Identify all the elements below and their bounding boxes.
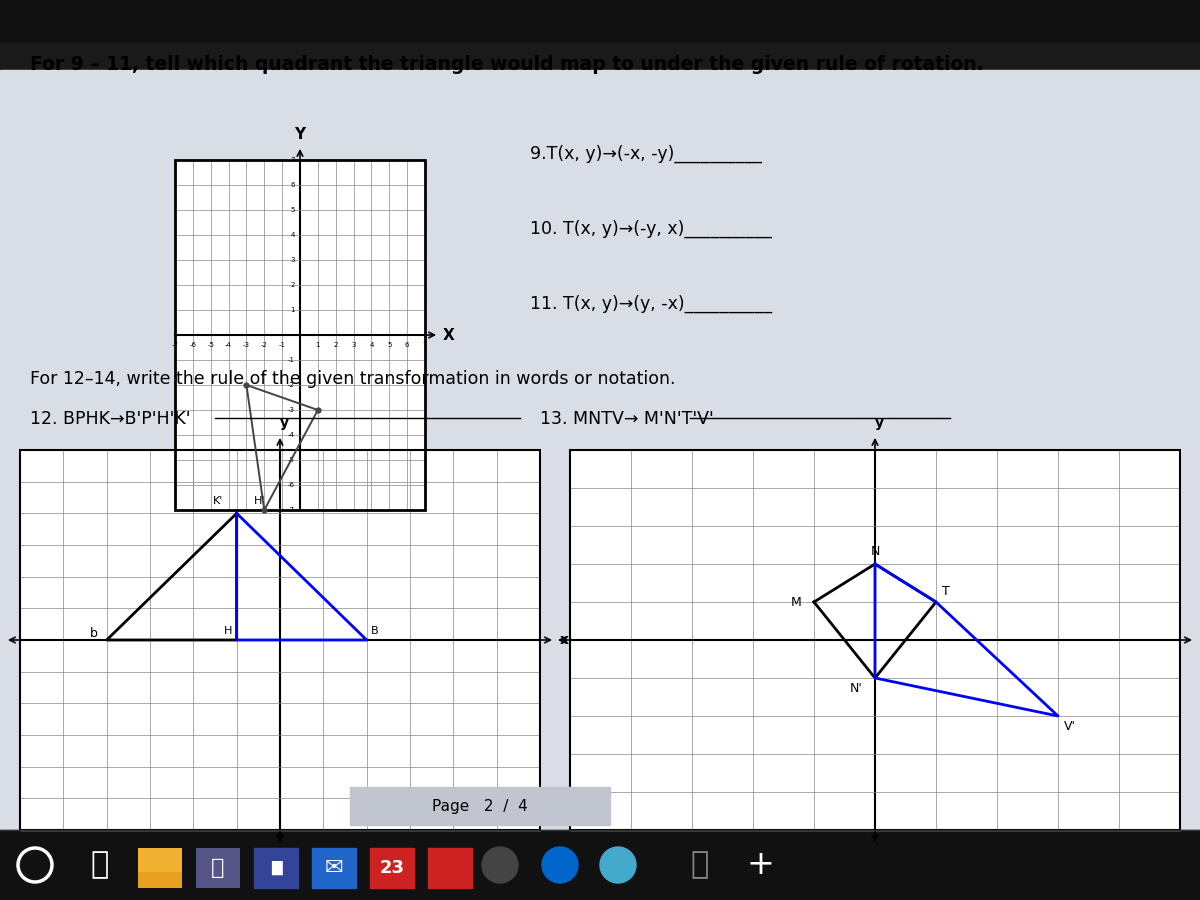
Text: ⌖: ⌖ bbox=[91, 850, 109, 879]
Text: +: + bbox=[746, 849, 774, 881]
Text: Page   2  /  4: Page 2 / 4 bbox=[432, 798, 528, 814]
Bar bbox=[138, 848, 182, 888]
Bar bbox=[175, 160, 425, 510]
Text: ⌕: ⌕ bbox=[691, 850, 709, 879]
Text: y: y bbox=[280, 416, 288, 430]
Text: -7: -7 bbox=[172, 342, 179, 348]
Text: B: B bbox=[371, 626, 379, 635]
Text: -2: -2 bbox=[288, 382, 295, 388]
Text: 3: 3 bbox=[352, 342, 356, 348]
Text: x: x bbox=[560, 633, 569, 647]
Text: T: T bbox=[942, 585, 950, 598]
Text: 4: 4 bbox=[290, 232, 295, 238]
Bar bbox=[570, 450, 1180, 830]
Text: 7: 7 bbox=[422, 342, 427, 348]
Text: -5: -5 bbox=[288, 457, 295, 463]
Text: b: b bbox=[90, 626, 98, 640]
Text: █: █ bbox=[271, 861, 281, 875]
Text: 1: 1 bbox=[290, 307, 295, 313]
Text: 4: 4 bbox=[370, 342, 373, 348]
Text: 9.T(x, y)→(-x, -y)__________: 9.T(x, y)→(-x, -y)__________ bbox=[530, 145, 762, 163]
Text: -2: -2 bbox=[260, 342, 268, 348]
Bar bbox=[138, 848, 182, 872]
Text: y: y bbox=[875, 416, 883, 430]
Text: -6: -6 bbox=[190, 342, 197, 348]
Text: -4: -4 bbox=[288, 432, 295, 438]
Bar bbox=[570, 450, 1180, 830]
Text: -3: -3 bbox=[288, 407, 295, 413]
Bar bbox=[0, 830, 1200, 900]
Bar bbox=[370, 848, 414, 888]
Text: -3: -3 bbox=[242, 342, 250, 348]
Text: Y: Y bbox=[294, 127, 306, 142]
Text: 🔒: 🔒 bbox=[211, 858, 224, 878]
Text: -4: -4 bbox=[226, 342, 232, 348]
Bar bbox=[196, 848, 240, 888]
Text: N: N bbox=[870, 545, 880, 558]
Bar bbox=[0, 70, 1200, 830]
Text: 12. BPHK→B'P'H'K': 12. BPHK→B'P'H'K' bbox=[30, 410, 191, 428]
Text: ✉: ✉ bbox=[325, 858, 343, 878]
Text: 23: 23 bbox=[379, 859, 404, 877]
Text: -6: -6 bbox=[288, 482, 295, 488]
Text: 11. T(x, y)→(y, -x)__________: 11. T(x, y)→(y, -x)__________ bbox=[530, 295, 772, 313]
Text: 13. MNTV→ M'N'T'V': 13. MNTV→ M'N'T'V' bbox=[540, 410, 714, 428]
Text: X: X bbox=[443, 328, 455, 343]
Text: -5: -5 bbox=[208, 342, 214, 348]
Text: 2: 2 bbox=[334, 342, 338, 348]
Text: -7: -7 bbox=[288, 507, 295, 513]
Bar bbox=[428, 848, 472, 888]
Text: 7: 7 bbox=[290, 157, 295, 163]
Text: 3: 3 bbox=[290, 257, 295, 263]
Text: V': V' bbox=[1064, 720, 1076, 733]
Bar bbox=[0, 0, 1200, 42]
Circle shape bbox=[600, 847, 636, 883]
Bar bbox=[312, 848, 356, 888]
Text: -1: -1 bbox=[288, 357, 295, 363]
Text: For 12–14, write the rule of the given transformation in words or notation.: For 12–14, write the rule of the given t… bbox=[30, 370, 676, 388]
Text: 6: 6 bbox=[404, 342, 409, 348]
Text: 6: 6 bbox=[290, 182, 295, 188]
Text: N': N' bbox=[850, 682, 863, 695]
Text: 2: 2 bbox=[290, 282, 295, 288]
Bar bbox=[20, 450, 540, 830]
Text: M: M bbox=[791, 596, 802, 608]
Bar bbox=[175, 160, 425, 510]
Circle shape bbox=[542, 847, 578, 883]
Text: H': H' bbox=[254, 496, 265, 506]
Bar bbox=[20, 450, 540, 830]
Text: 10. T(x, y)→(-y, x)__________: 10. T(x, y)→(-y, x)__________ bbox=[530, 220, 772, 238]
Circle shape bbox=[482, 847, 518, 883]
Text: For 9 – 11, tell which quadrant the triangle would map to under the given rule o: For 9 – 11, tell which quadrant the tria… bbox=[30, 55, 984, 74]
Text: -1: -1 bbox=[278, 342, 286, 348]
Bar bbox=[350, 787, 610, 825]
Text: H: H bbox=[224, 626, 233, 635]
Text: K': K' bbox=[214, 496, 223, 506]
Text: 1: 1 bbox=[316, 342, 320, 348]
Text: 5: 5 bbox=[290, 207, 295, 213]
Bar bbox=[254, 848, 298, 888]
Text: 5: 5 bbox=[388, 342, 391, 348]
